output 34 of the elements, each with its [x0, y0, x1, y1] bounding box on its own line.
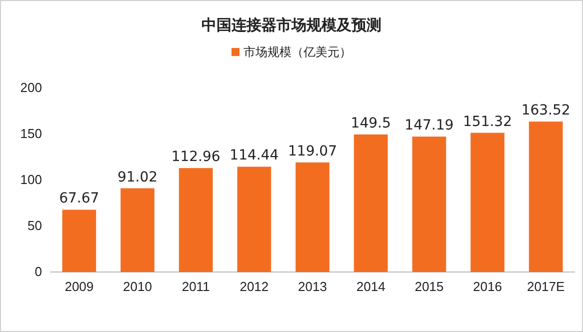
chart-title: 中国连接器市场规模及预测	[202, 16, 382, 34]
data-label: 91.02	[117, 169, 158, 186]
bar	[528, 122, 563, 272]
x-tick-label: 2016	[473, 279, 502, 294]
x-tick-label: 2015	[414, 279, 444, 294]
data-label: 147.19	[404, 118, 454, 134]
y-tick-label: 100	[20, 172, 42, 188]
y-tick-label: 50	[28, 218, 42, 234]
data-label: 112.96	[171, 149, 220, 166]
legend-label: 市场规模（亿美元）	[244, 45, 352, 59]
bar	[296, 162, 330, 272]
data-label: 114.44	[230, 148, 279, 164]
bar	[120, 188, 154, 272]
bar	[62, 210, 96, 272]
x-tick-label: 2013	[298, 279, 327, 294]
bar	[354, 134, 388, 272]
x-tick-label: 2009	[64, 279, 94, 294]
y-tick-label: 200	[20, 80, 42, 96]
data-label: 67.67	[59, 190, 100, 207]
y-tick-label: 150	[20, 126, 42, 142]
data-label: 119.07	[288, 143, 337, 160]
x-tick-label: 2011	[182, 279, 210, 294]
x-tick-label: 2017E	[527, 279, 565, 294]
x-tick-label: 2014	[356, 279, 386, 294]
bar	[470, 132, 504, 272]
x-tick-label: 2010	[123, 279, 152, 294]
data-label: 163.52	[521, 102, 570, 119]
y-tick-label: 0	[34, 264, 42, 280]
bar	[178, 168, 213, 272]
bar	[237, 166, 272, 272]
data-label: 151.32	[463, 114, 512, 130]
bar	[412, 136, 446, 272]
x-tick-label: 2012	[240, 279, 269, 294]
data-label: 149.5	[350, 115, 391, 132]
